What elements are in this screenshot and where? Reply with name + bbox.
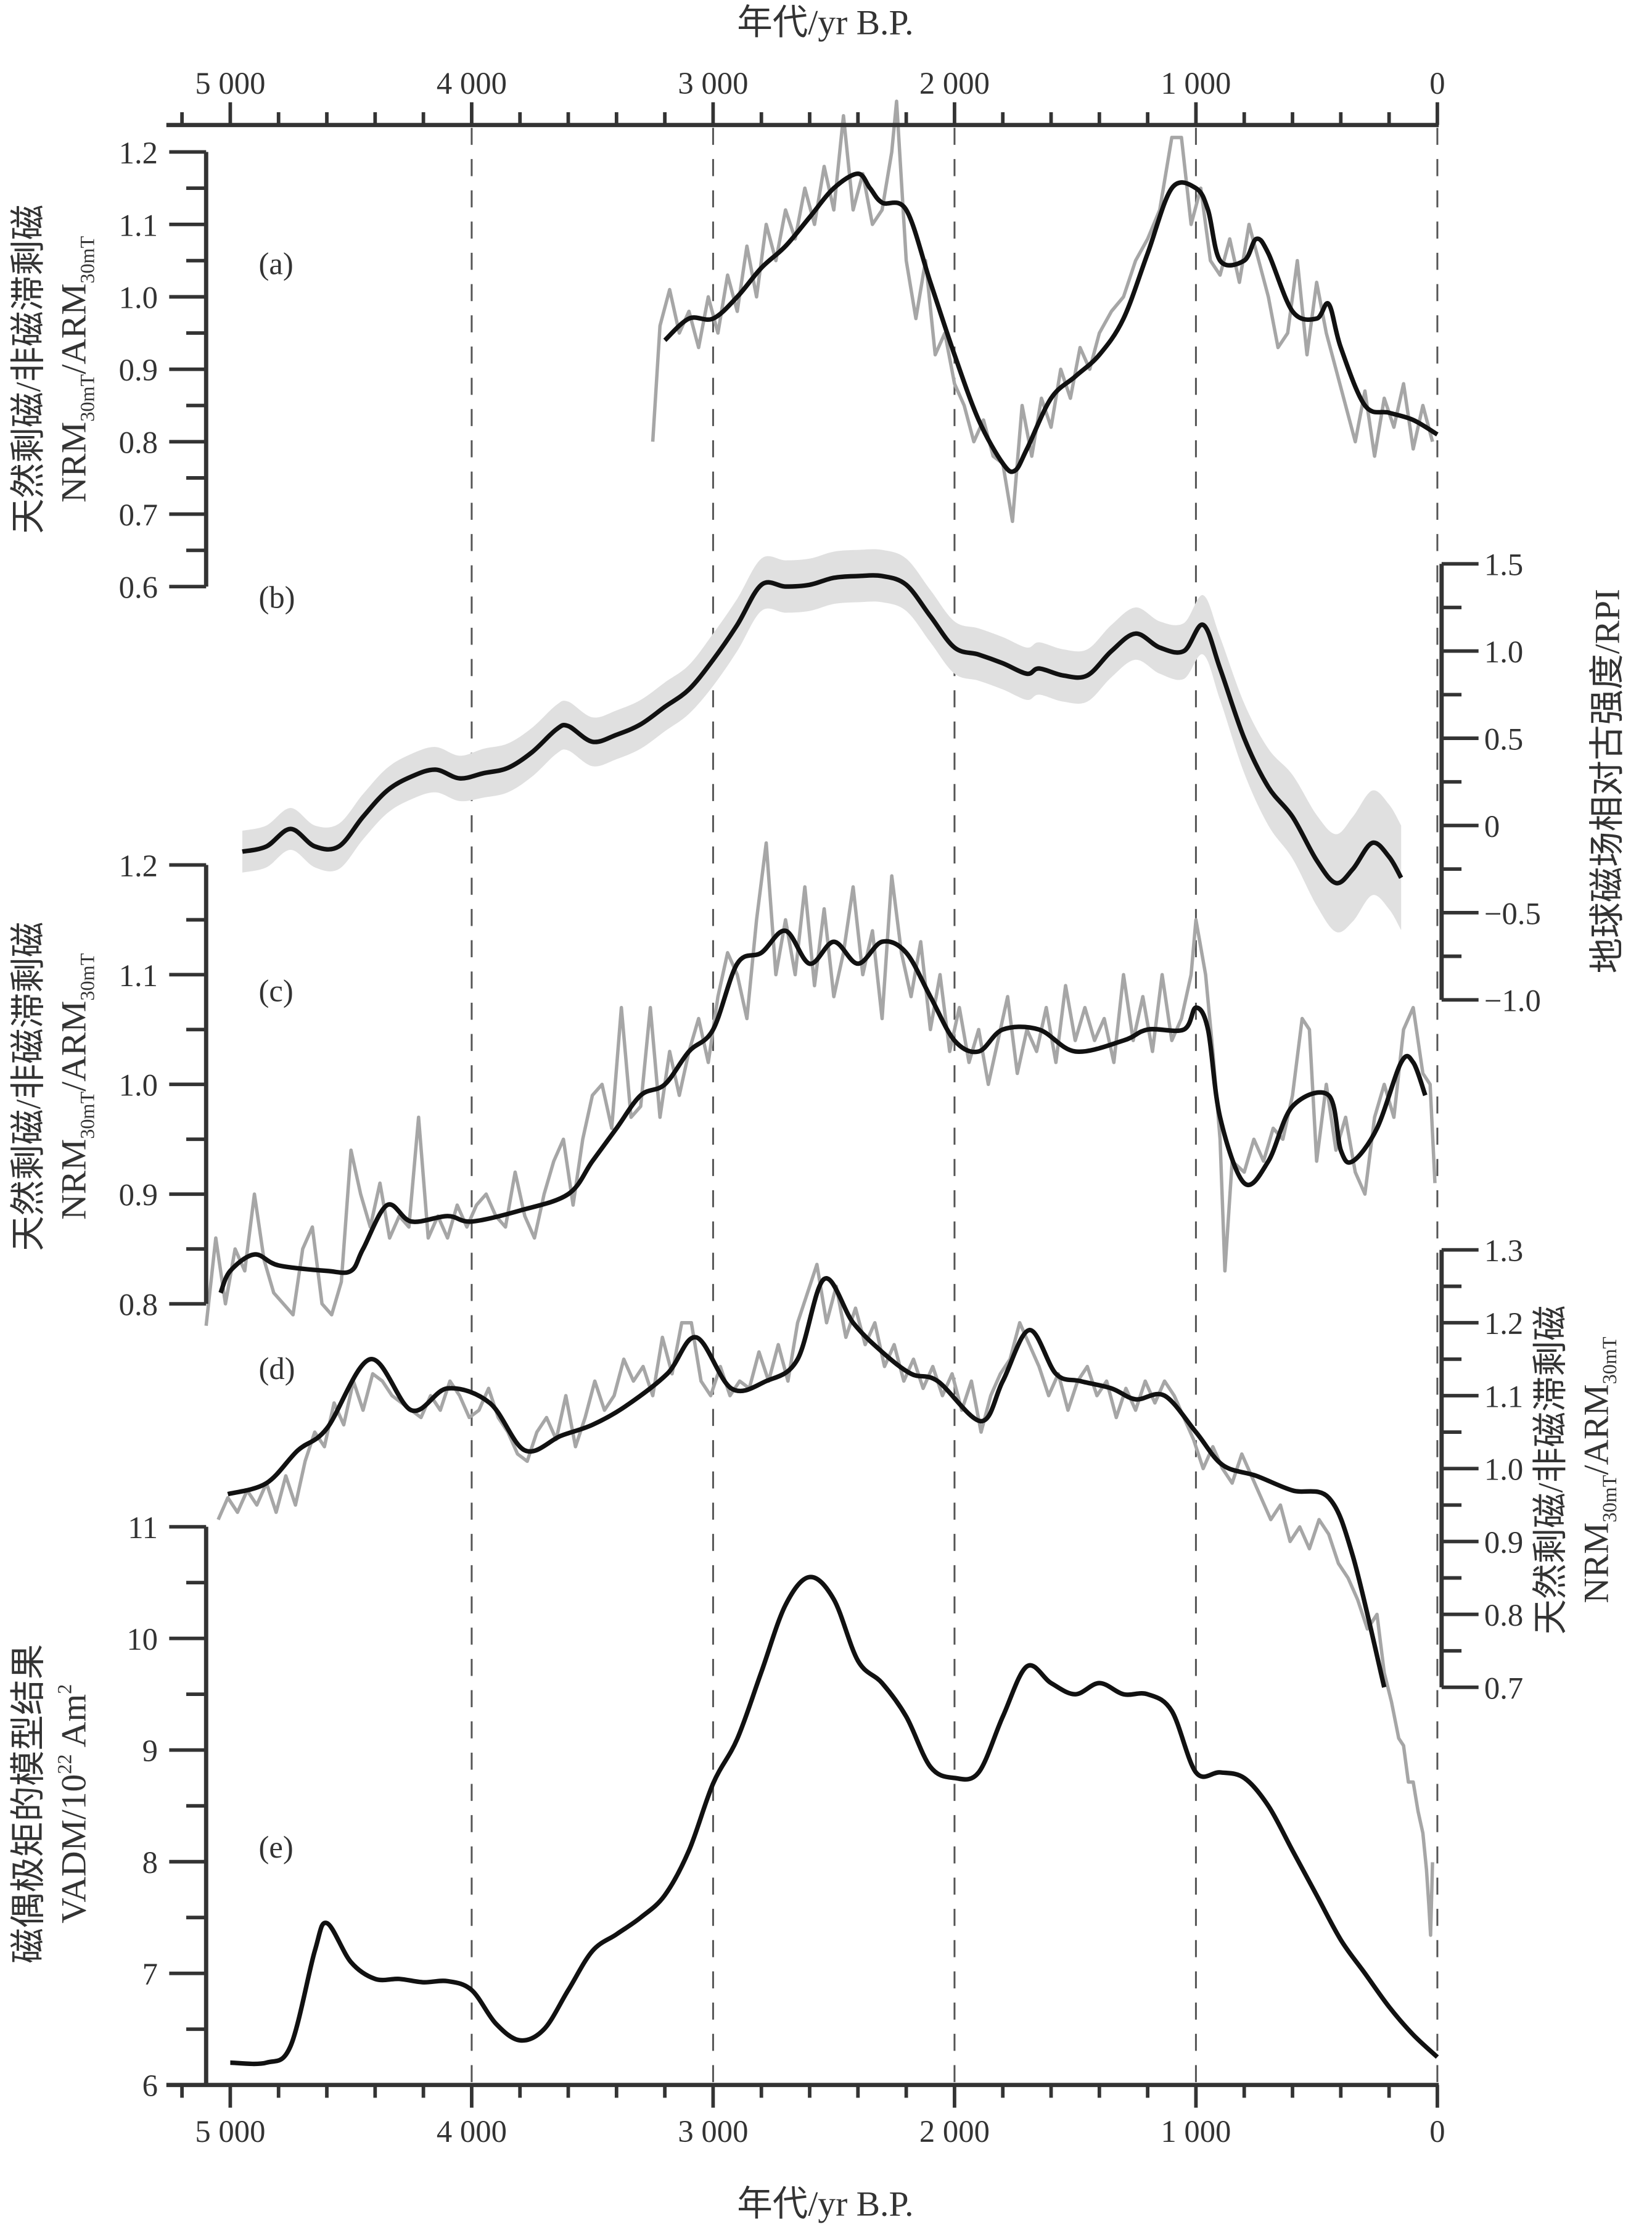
y-tick-label-a: 1.2 xyxy=(119,136,158,170)
confidence-band-b xyxy=(242,549,1402,932)
y-tick-label-b: −1.0 xyxy=(1484,984,1541,1018)
y-tick-label-d: 1.0 xyxy=(1484,1452,1523,1487)
bottom-x-tick-label: 2 000 xyxy=(919,2114,990,2149)
ylabel-c: 天然剩磁/非磁滞剩磁 NRM30mT/ARM30mT xyxy=(9,922,99,1251)
smoothed-series-b xyxy=(242,573,1403,886)
top-x-tick-label: 5 000 xyxy=(195,66,265,101)
y-tick-label-d: 1.1 xyxy=(1484,1379,1523,1414)
ylabel-b-text: 地球磁场相对古强度/RPI xyxy=(1588,589,1627,974)
ylabel-e-formula: VADM/1022 Am2 xyxy=(53,1684,93,1924)
raw-series-c xyxy=(204,841,1437,1326)
y-tick-label-d: 0.9 xyxy=(1484,1525,1523,1560)
axes: 5 000 4 000 3 000 2 000 1 000 0 5 000 4 000 3 00… xyxy=(119,66,1541,2149)
top-x-tick-label: 3 000 xyxy=(678,66,748,101)
ylabel-d-cn: 天然剩磁/非磁滞剩磁 xyxy=(1532,1306,1571,1635)
ylabel-e-cn: 磁偶极矩的模型结果 xyxy=(9,1644,48,1964)
panel-label-a: (a) xyxy=(258,246,293,281)
ylabel-a-cn: 天然剩磁/非磁滞剩磁 xyxy=(9,205,48,534)
panel-label-d: (d) xyxy=(258,1351,295,1386)
bottom-x-tick-label: 1 000 xyxy=(1161,2114,1231,2149)
y-tick-label-a: 1.1 xyxy=(119,208,158,242)
panel-label-c: (c) xyxy=(258,974,293,1008)
y-tick-label-c: 0.9 xyxy=(119,1178,158,1212)
ylabel-d-formula: NRM30mT/ARM30mT xyxy=(1577,1336,1621,1603)
y-tick-label-c: 1.2 xyxy=(119,849,158,883)
ylabel-d: 天然剩磁/非磁滞剩磁 NRM30mT/ARM30mT xyxy=(1532,1306,1621,1635)
panel-label-e: (e) xyxy=(258,1830,293,1864)
confidence-bands xyxy=(242,549,1402,932)
ylabel-b: 地球磁场相对古强度/RPI xyxy=(1588,589,1627,974)
y-tick-label-b: −0.5 xyxy=(1484,896,1541,931)
y-tick-label-e: 8 xyxy=(142,1845,158,1880)
y-tick-label-e: 6 xyxy=(142,2069,158,2103)
y-tick-label-b: 1.5 xyxy=(1484,548,1523,582)
y-tick-label-b: 0.5 xyxy=(1484,722,1523,756)
ylabel-c-formula: NRM30mT/ARM30mT xyxy=(55,953,99,1220)
bottom-x-tick-label: 3 000 xyxy=(678,2114,748,2149)
top-x-tick-label: 4 000 xyxy=(437,66,507,101)
y-tick-label-d: 1.2 xyxy=(1484,1306,1523,1341)
ylabel-a-formula: NRM30mT/ARM30mT xyxy=(55,236,99,503)
y-tick-label-a: 0.9 xyxy=(119,353,158,387)
y-tick-label-e: 11 xyxy=(128,1510,158,1545)
smoothed-series-a xyxy=(663,171,1439,474)
y-tick-label-e: 9 xyxy=(142,1734,158,1768)
smoothed-series-d xyxy=(227,1276,1387,1688)
ylabel-e: 磁偶极矩的模型结果 VADM/1022 Am2 xyxy=(9,1644,94,1964)
bottom-x-tick-label: 5 000 xyxy=(195,2114,265,2149)
y-tick-label-a: 0.6 xyxy=(119,570,158,605)
smoothed-series-c xyxy=(218,928,1428,1294)
y-tick-label-d: 1.3 xyxy=(1484,1233,1523,1268)
y-tick-label-a: 1.0 xyxy=(119,281,158,315)
top-x-tick-label: 1 000 xyxy=(1161,66,1231,101)
raw-series-d xyxy=(216,1262,1434,1937)
bottom-x-axis-title: 年代/yr B.P. xyxy=(737,2185,913,2224)
y-tick-label-a: 0.7 xyxy=(119,498,158,532)
ylabel-a: 天然剩磁/非磁滞剩磁 NRM30mT/ARM30mT xyxy=(9,205,99,534)
bottom-x-tick-label: 4 000 xyxy=(437,2114,507,2149)
top-x-axis-title: 年代/yr B.P. xyxy=(737,3,913,42)
smoothed-series-e xyxy=(230,1575,1439,2067)
y-tick-label-e: 7 xyxy=(142,1957,158,1991)
y-tick-label-a: 0.8 xyxy=(119,426,158,460)
y-tick-label-b: 1.0 xyxy=(1484,635,1523,669)
bottom-x-tick-label: 0 xyxy=(1429,2114,1445,2149)
top-x-tick-label: 2 000 xyxy=(919,66,990,101)
smoothed-series xyxy=(218,171,1439,2067)
y-tick-label-c: 1.0 xyxy=(119,1068,158,1103)
dashed-gridlines xyxy=(471,128,1439,2083)
y-tick-label-e: 10 xyxy=(126,1622,158,1657)
y-tick-label-c: 1.1 xyxy=(119,958,158,993)
raw-series xyxy=(204,99,1437,1937)
panel-label-b: (b) xyxy=(258,580,295,615)
y-tick-label-b: 0 xyxy=(1484,809,1500,844)
y-tick-label-d: 0.8 xyxy=(1484,1598,1523,1632)
y-tick-label-d: 0.7 xyxy=(1484,1671,1523,1705)
ylabel-c-cn: 天然剩磁/非磁滞剩磁 xyxy=(9,922,48,1251)
raw-series-a xyxy=(651,99,1434,524)
y-tick-label-c: 0.8 xyxy=(119,1288,158,1322)
top-x-tick-label: 0 xyxy=(1429,66,1445,101)
